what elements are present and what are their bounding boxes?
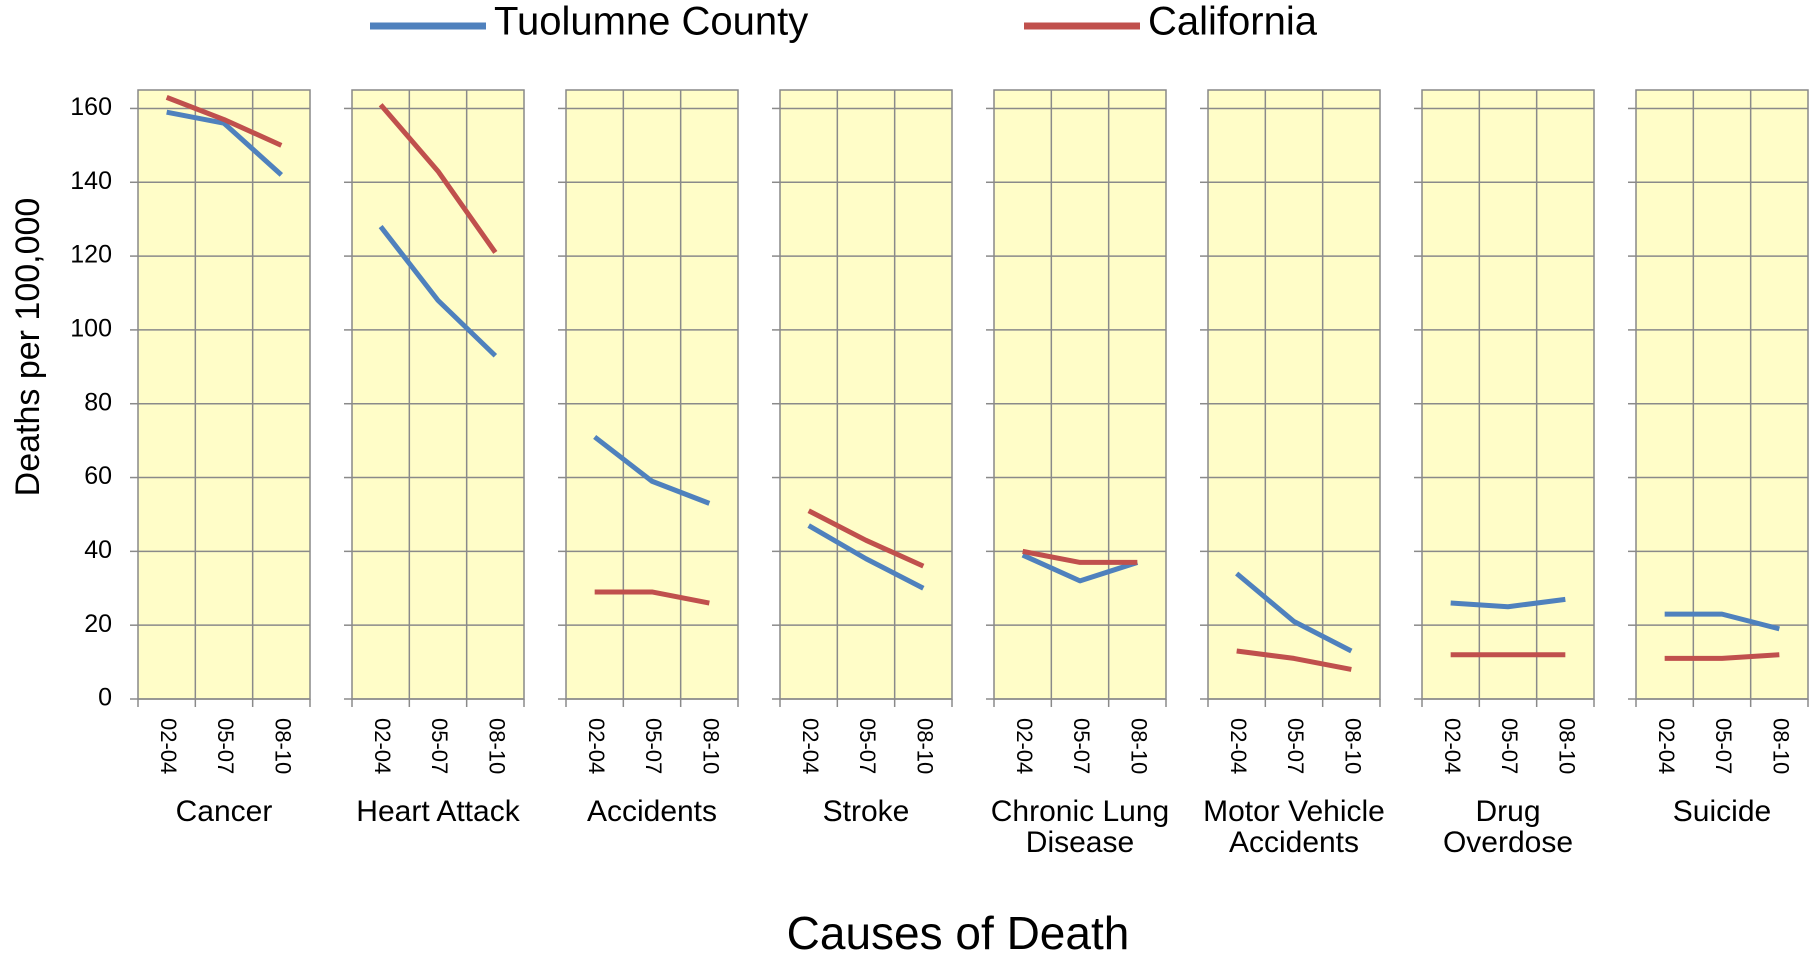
x-tick-label: 02-04 [1440,718,1465,774]
x-tick-label: 02-04 [156,718,181,774]
series-line [594,589,710,606]
plot-background [351,89,525,700]
y-tick-label: 140 [70,167,112,195]
plot-background [1421,89,1595,700]
series-line [1022,548,1138,565]
plot-background [137,89,311,700]
y-tick-label: 160 [70,93,112,121]
series-line [1236,648,1352,672]
panel-title: Chronic Lung Disease [990,795,1170,859]
x-tick-label: 05-07 [1497,718,1522,774]
series-line [1235,571,1353,654]
series-line [378,225,498,358]
x-tick-label: 05-07 [1711,718,1736,774]
panel-title: Suicide [1672,795,1772,828]
x-tick-label: 02-04 [1226,718,1251,774]
series-line [1021,552,1139,584]
x-tick-label: 05-07 [855,718,880,774]
x-tick-label: 08-10 [699,718,724,774]
series-line [1664,611,1780,632]
y-tick-label: 0 [98,684,112,712]
series-line [593,434,711,506]
x-tick-label: 02-04 [1654,718,1679,774]
panel-title: Drug Overdose [1442,795,1574,859]
x-tick-label: 02-04 [798,718,823,774]
panel-title: Cancer [175,795,273,828]
x-tick-label: 08-10 [1769,718,1794,774]
series-line [1450,596,1566,610]
x-tick-label: 02-04 [1012,718,1037,774]
x-tick-label: 08-10 [913,718,938,774]
series-line [807,508,925,569]
series-line [807,523,925,591]
x-tick-label: 08-10 [485,718,510,774]
x-tick-label: 08-10 [271,718,296,774]
panel-title: Accidents [586,795,718,828]
x-tick-label: 05-07 [1069,718,1094,774]
series-line [166,109,284,177]
plot-background [1207,89,1381,700]
x-tick-label: 02-04 [584,718,609,774]
y-tick-label: 120 [70,241,112,269]
y-tick-label: 100 [70,315,112,343]
legend-label: California [1148,0,1318,44]
x-tick-label: 05-07 [1283,718,1308,774]
x-axis-title: Causes of Death [787,907,1130,959]
x-tick-label: 05-07 [641,718,666,774]
panel-title: Heart Attack [356,795,520,828]
plot-background [779,89,953,700]
series-line [1664,652,1780,661]
plot-background [565,89,739,700]
plot-background [1635,89,1809,700]
panel-title: Motor Vehicle Accidents [1203,795,1385,859]
x-tick-label: 08-10 [1341,718,1366,774]
y-axis-title: Deaths per 100,000 [9,198,47,497]
series-line [378,103,498,254]
legend-label: Tuolumne County [494,0,808,44]
x-tick-label: 05-07 [213,718,238,774]
panel-title: Stroke [822,795,910,828]
x-tick-label: 05-07 [427,718,452,774]
y-tick-label: 80 [84,388,112,416]
x-tick-label: 02-04 [370,718,395,774]
y-tick-label: 40 [84,536,112,564]
series-line [165,95,283,148]
y-tick-label: 20 [84,610,112,638]
y-tick-label: 60 [84,462,112,490]
x-tick-label: 08-10 [1555,718,1580,774]
x-tick-label: 08-10 [1127,718,1152,774]
plot-background [993,89,1167,700]
